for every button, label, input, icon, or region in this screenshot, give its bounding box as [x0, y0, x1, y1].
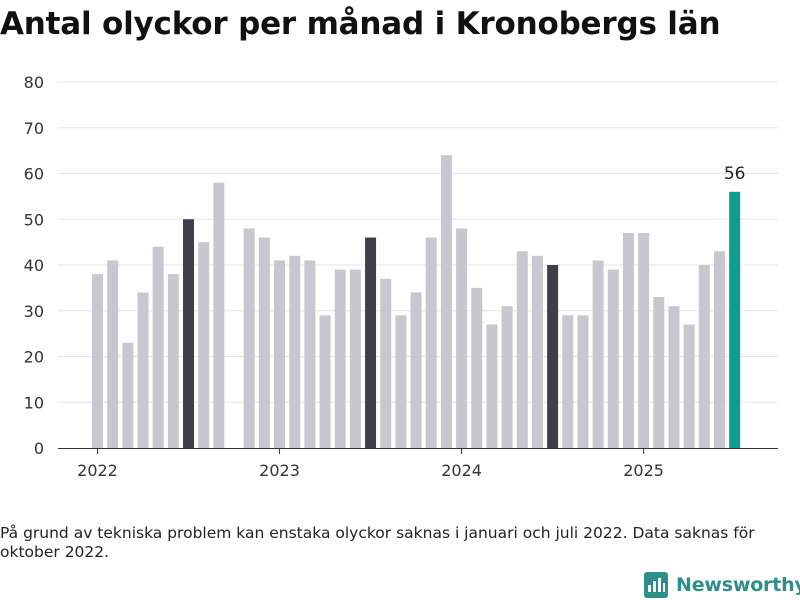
y-tick-label: 80: [24, 73, 44, 92]
y-tick-label: 20: [24, 348, 44, 367]
bar: [547, 265, 559, 448]
annotations: 56: [724, 164, 746, 184]
bar: [607, 269, 619, 448]
bar: [198, 242, 210, 448]
brand-logo[interactable]: Newsworthy: [644, 570, 800, 600]
bar: [122, 342, 134, 448]
bar: [92, 274, 103, 448]
bar: [183, 219, 195, 448]
bar: [668, 306, 680, 448]
y-tick-label: 40: [24, 256, 44, 275]
bar: [486, 324, 498, 448]
x-tick-label: 2025: [623, 461, 664, 480]
y-tick-label: 0: [34, 439, 44, 458]
bar: [137, 292, 149, 448]
bar: [516, 251, 528, 448]
newsworthy-logo-icon: [644, 572, 668, 598]
bar: [243, 228, 255, 448]
y-axis-ticks: 0 10 20 30 40 50 60 70 80: [24, 73, 44, 458]
x-tick-label: 2024: [441, 461, 482, 480]
footnote: På grund av tekniska problem kan enstaka…: [0, 524, 755, 561]
bar: [319, 315, 331, 448]
y-tick-label: 70: [24, 119, 44, 138]
bar: [471, 287, 483, 448]
bar: [289, 255, 301, 448]
bar-series: [92, 155, 741, 449]
bar: [258, 237, 270, 448]
bar: [713, 251, 725, 448]
bar: [365, 237, 377, 448]
bar: [274, 260, 286, 448]
bar: [501, 306, 513, 448]
brand-name: Newsworthy: [676, 574, 800, 596]
y-tick-label: 10: [24, 393, 44, 412]
bar: [531, 255, 543, 448]
chart-title: Antal olyckor per månad i Kronobergs län: [0, 6, 721, 42]
bar-chart: 0 10 20 30 40 50 60 70 80 56 2022 2023 2024 2025: [24, 73, 778, 480]
bar: [683, 324, 695, 448]
bar: [213, 182, 225, 448]
bar: [304, 260, 316, 448]
bar: [592, 260, 604, 448]
bar: [577, 315, 589, 448]
bar: [698, 265, 710, 448]
bar: [410, 292, 422, 448]
x-tick-label: 2023: [259, 461, 300, 480]
bar: [425, 237, 437, 448]
bar: [349, 269, 361, 448]
x-tick-label: 2022: [77, 461, 118, 480]
y-tick-label: 50: [24, 210, 44, 229]
bar: [167, 274, 179, 448]
bar: [729, 191, 741, 449]
bar: [653, 297, 665, 448]
bar: [334, 269, 346, 448]
y-tick-label: 30: [24, 302, 44, 321]
bar: [380, 278, 392, 448]
bar: [638, 232, 650, 448]
x-axis-ticks: 2022 2023 2024 2025: [77, 448, 664, 480]
bar: [456, 228, 468, 448]
y-tick-label: 60: [24, 165, 44, 184]
bar: [562, 315, 574, 448]
bar: [395, 315, 407, 448]
bar: [440, 155, 452, 448]
bar: [152, 246, 164, 448]
bar: [622, 232, 634, 448]
bar: [107, 260, 119, 448]
data-label: 56: [724, 164, 746, 184]
